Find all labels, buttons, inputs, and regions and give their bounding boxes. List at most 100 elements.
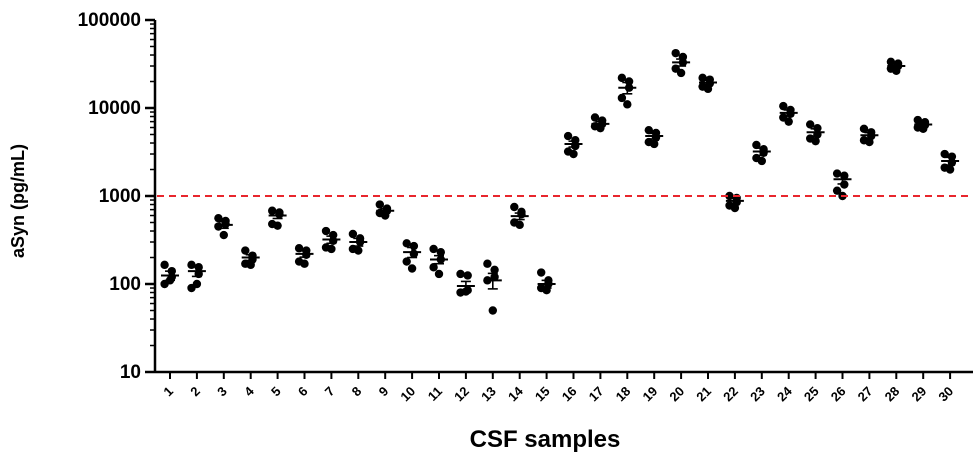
data-point: [246, 260, 255, 270]
data-point: [407, 264, 417, 273]
x-tick-label: 17: [586, 384, 607, 405]
data-point: [730, 203, 740, 213]
data-point: [327, 244, 336, 254]
data-point: [402, 257, 411, 266]
x-tick-label: 15: [532, 384, 553, 405]
y-tick-label: 100: [109, 274, 141, 295]
x-tick-label: 8: [349, 384, 365, 400]
data-point: [671, 48, 680, 58]
sample-group: [644, 125, 664, 149]
sample-group: [214, 213, 233, 240]
sample-group: [294, 244, 314, 268]
data-point: [832, 169, 842, 178]
data-point: [219, 230, 228, 240]
x-tick-label: 30: [935, 384, 956, 405]
sample-group: [886, 57, 906, 75]
x-tick-label: 13: [478, 384, 499, 405]
data-point: [757, 156, 766, 166]
x-tick-label: 6: [295, 384, 311, 400]
data-point: [483, 259, 492, 268]
sample-group: [752, 140, 771, 166]
sample-group: [160, 260, 179, 289]
sample-group: [187, 260, 206, 293]
data-point: [784, 117, 793, 126]
data-point: [650, 139, 659, 149]
x-tick-label: 28: [882, 384, 903, 405]
x-tick-label: 2: [187, 384, 203, 400]
data-point: [160, 260, 169, 270]
data-point: [192, 279, 202, 289]
x-tick-label: 27: [855, 384, 876, 405]
data-point: [811, 136, 820, 146]
y-tick-label: 1000: [99, 186, 141, 207]
data-point: [752, 140, 761, 150]
data-point: [703, 84, 713, 94]
data-point: [375, 200, 384, 209]
x-tick-label: 18: [613, 384, 634, 405]
x-tick-label: 19: [639, 384, 660, 405]
sample-group: [348, 229, 368, 255]
data-point: [409, 241, 419, 251]
data-point: [569, 149, 578, 159]
data-point: [268, 206, 277, 215]
sample-group: [268, 206, 287, 230]
data-point: [402, 239, 411, 248]
sample-group: [671, 48, 691, 78]
y-tick-label: 100000: [78, 10, 141, 31]
data-point: [321, 226, 331, 236]
data-point: [563, 131, 573, 141]
data-point: [214, 213, 223, 223]
data-point: [644, 125, 653, 135]
data-point: [436, 247, 445, 257]
sample-group: [806, 120, 825, 146]
data-point: [517, 210, 526, 219]
data-point: [865, 137, 874, 147]
sample-group: [698, 73, 717, 94]
sample-group: [456, 269, 475, 297]
data-point: [429, 263, 438, 272]
sample-group: [321, 226, 341, 254]
y-axis-label: aSyn (pg/mL): [8, 144, 28, 258]
x-tick-label: 26: [828, 384, 849, 405]
x-tick-label: 11: [425, 384, 445, 404]
data-point: [434, 269, 444, 279]
x-tick-label: 10: [397, 384, 418, 405]
x-tick-label: 20: [666, 384, 687, 405]
sample-group: [859, 124, 879, 147]
sample-group: [402, 239, 422, 273]
sample-group: [725, 191, 744, 213]
x-tick-label: 3: [214, 384, 230, 400]
x-tick-label: 4: [241, 383, 257, 399]
x-tick-label: 25: [801, 384, 822, 405]
sample-group: [913, 115, 933, 134]
data-point: [617, 93, 627, 103]
sample-group: [429, 244, 448, 279]
data-point: [676, 68, 686, 78]
data-point: [590, 113, 600, 122]
sample-group: [510, 202, 529, 230]
sample-group: [779, 101, 798, 126]
x-tick-label: 21: [693, 384, 714, 405]
data-point: [429, 244, 438, 254]
data-point: [348, 229, 358, 239]
x-tick-label: 1: [160, 384, 176, 400]
data-point: [273, 221, 282, 230]
sample-group: [617, 73, 637, 109]
data-point: [940, 149, 949, 159]
data-point: [945, 165, 955, 174]
x-tick-label: 12: [451, 384, 472, 405]
sample-group: [241, 246, 260, 270]
data-point: [300, 259, 309, 268]
sample-group: [537, 268, 556, 295]
data-point: [623, 100, 632, 109]
data-point: [515, 220, 524, 230]
data-point: [510, 202, 519, 212]
x-tick-label: 14: [505, 383, 526, 404]
data-point: [490, 265, 499, 274]
sample-group: [832, 169, 852, 201]
x-tick-label: 9: [376, 384, 392, 400]
x-tick-label: 23: [747, 384, 768, 405]
x-tick-label: 16: [559, 384, 580, 405]
data-point: [832, 186, 842, 195]
